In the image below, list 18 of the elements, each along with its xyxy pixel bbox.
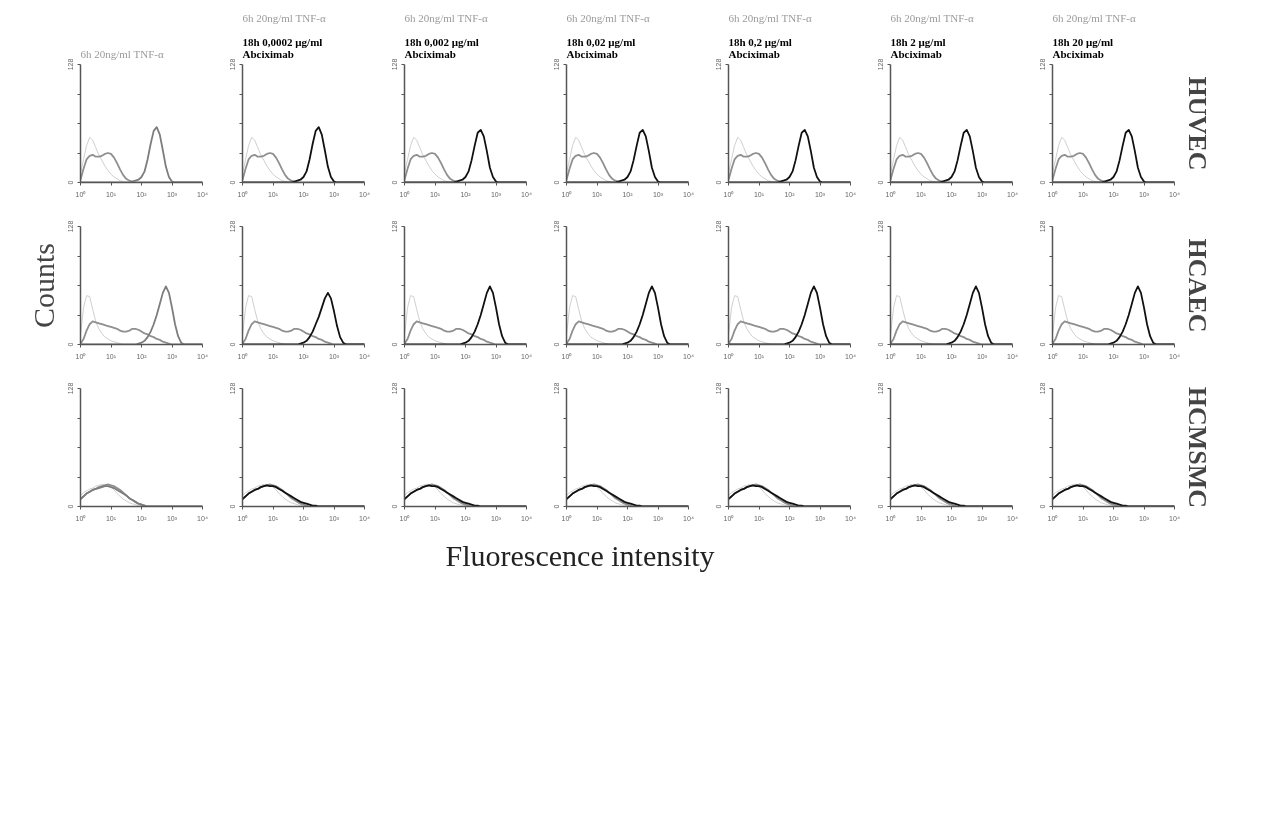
y2-axis-title: HCAEC [1182, 238, 1212, 333]
chart-title: 6h 20ng/ml TNF-α [1052, 11, 1136, 24]
y2-axis-title: HCMSMC [1182, 386, 1212, 509]
chart-title: 6h 20ng/ml TNF-α [404, 11, 488, 24]
chart-title: 6h 20ng/ml TNF-α [890, 11, 974, 24]
chart-title: 6h 20ng/ml TNF-α [728, 11, 812, 24]
chart-subtitle: 18h 2 μg/ml Abciximab [890, 35, 946, 60]
chart-subtitle: 18h 0,0002 μg/ml Abciximab [242, 35, 323, 60]
x-axis-title: Fluorescence intensity [445, 538, 715, 574]
chart-title: 6h 20ng/ml TNF-α [242, 11, 326, 24]
y-axis-title: Counts [26, 242, 60, 329]
chart-title: 6h 20ng/ml TNF-α [566, 11, 650, 24]
chart-subtitle: 18h 0,02 μg/ml Abciximab [566, 35, 636, 60]
chart-subtitle: 18h 0,002 μg/ml Abciximab [404, 35, 479, 60]
chart-title: 6h 20ng/ml TNF-α [80, 47, 164, 60]
chart-subtitle: 18h 20 μg/ml Abciximab [1052, 35, 1114, 60]
chart-subtitle: 18h 0,2 μg/ml Abciximab [728, 35, 792, 60]
y2-axis-title: HUVEC [1182, 76, 1212, 171]
